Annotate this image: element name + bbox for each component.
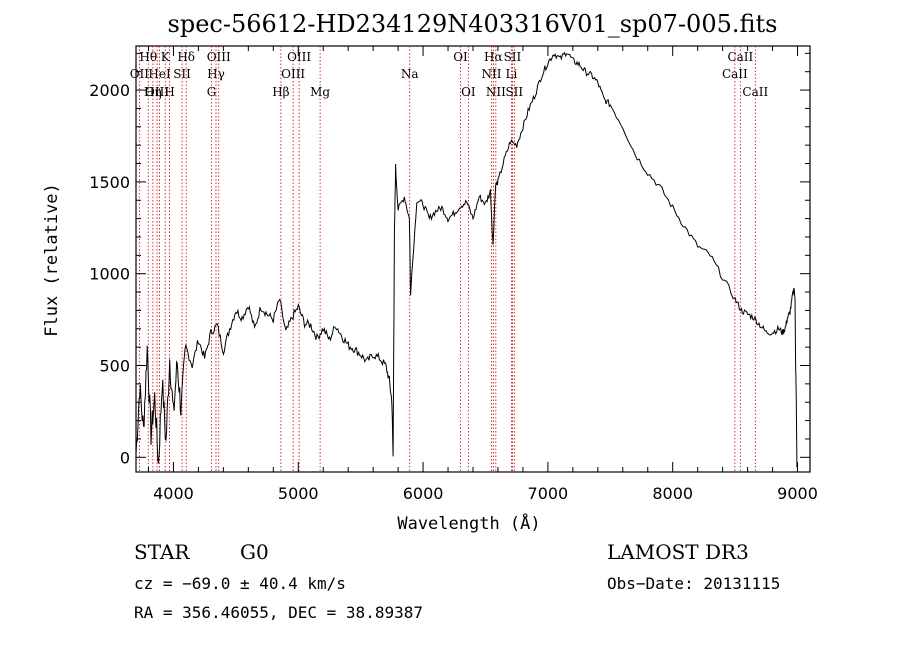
y-axis-label: Flux (relative)	[42, 183, 62, 337]
spectral-subclass: G0	[240, 540, 269, 564]
line-label: OIII	[287, 50, 311, 64]
line-label: OI	[453, 50, 468, 64]
y-tick-label: 1500	[89, 173, 130, 192]
line-label: OI	[461, 85, 476, 99]
line-label: CaII	[722, 67, 748, 81]
line-label: Hβ	[272, 85, 289, 99]
line-label: G	[207, 85, 217, 99]
line-label: Mg	[310, 85, 330, 99]
line-label: CaII	[742, 85, 768, 99]
line-label: SII	[505, 85, 523, 99]
line-label: Hα	[484, 50, 503, 64]
line-label: OII	[130, 67, 150, 81]
y-tick-label: 2000	[89, 81, 130, 100]
line-label: NII	[486, 85, 506, 99]
line-label: Hθ	[139, 50, 157, 64]
line-label: HeI	[148, 67, 171, 81]
object-class: STAR	[134, 540, 190, 564]
line-label: SII	[173, 67, 191, 81]
spectrum-line	[135, 51, 798, 469]
x-tick-label: 9000	[777, 484, 818, 503]
line-label: Hγ	[207, 67, 225, 81]
obs-date: Obs−Date: 20131115	[607, 574, 781, 593]
redshift-readout: cz = −69.0 ± 40.4 km/s	[134, 574, 346, 593]
x-tick-label: 8000	[652, 484, 693, 503]
line-label: SII	[504, 50, 522, 64]
survey-name: LAMOST DR3	[607, 540, 749, 564]
x-tick-label: 6000	[403, 484, 444, 503]
y-tick-label: 1000	[89, 265, 130, 284]
line-label: Na	[401, 67, 419, 81]
line-label: OIII	[207, 50, 231, 64]
x-tick-label: 7000	[528, 484, 569, 503]
line-label: CaII	[727, 50, 753, 64]
x-tick-label: 5000	[278, 484, 319, 503]
line-label: Hη	[144, 85, 162, 99]
x-tick-label: 4000	[153, 484, 194, 503]
line-label: H	[164, 85, 174, 99]
x-axis-label: Wavelength (Å)	[397, 512, 540, 534]
coordinates: RA = 356.46055, DEC = 38.89387	[134, 603, 423, 622]
line-label: K	[161, 50, 171, 64]
line-label: Li	[506, 67, 518, 81]
y-tick-label: 500	[99, 357, 130, 376]
line-label: OIII	[281, 67, 305, 81]
line-label: Hδ	[177, 50, 195, 64]
line-label: OIII	[145, 85, 169, 99]
plot-frame	[135, 45, 811, 473]
line-label: NII	[481, 67, 501, 81]
y-tick-label: 0	[120, 448, 130, 467]
chart-title: spec-56612-HD234129N403316V01_sp07-005.f…	[167, 10, 778, 38]
